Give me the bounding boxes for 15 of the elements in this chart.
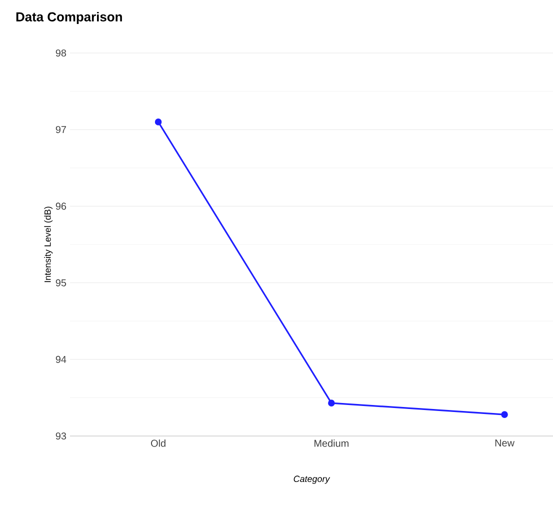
chart-title: Data Comparison — [16, 12, 122, 24]
point — [501, 411, 508, 418]
y-tick-label: 94 — [56, 356, 66, 363]
x-tick-label: Medium — [314, 440, 348, 447]
point — [328, 400, 335, 406]
y-tick-label: 97 — [56, 126, 66, 134]
y-tick-label: 98 — [56, 49, 66, 57]
x-tick-label: New — [495, 440, 515, 446]
y-tick-label: 96 — [56, 202, 66, 210]
point — [154, 118, 162, 126]
y-tick-label: 93 — [56, 432, 66, 440]
y-tick-label: 95 — [56, 279, 66, 286]
x-tick-label: Old — [151, 440, 166, 447]
y-axis-title: Intensity Level (dB) — [44, 206, 53, 282]
x-axis-title: Category — [294, 476, 330, 484]
